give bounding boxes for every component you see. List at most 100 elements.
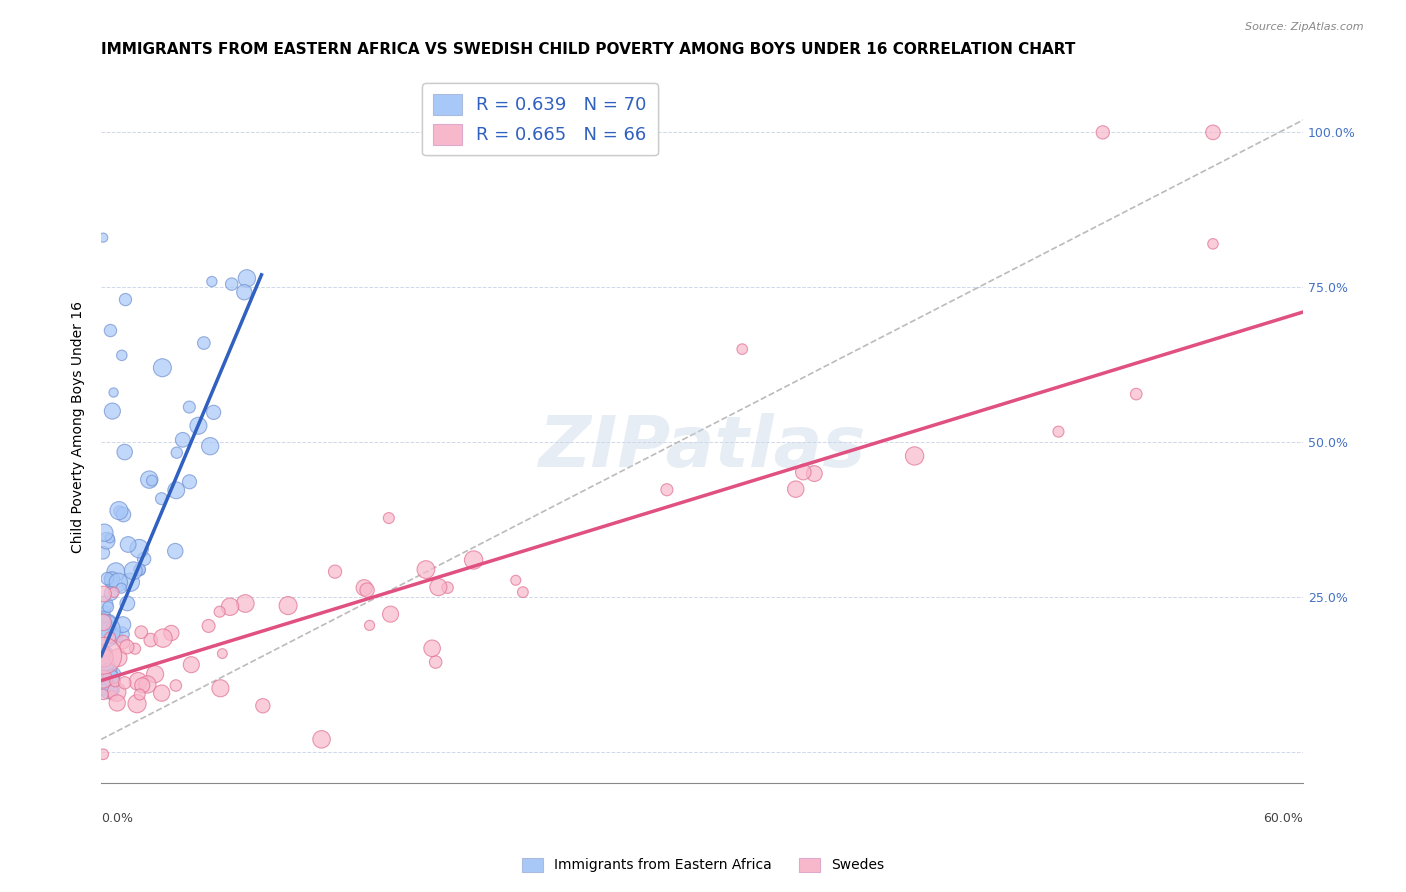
Point <box>111 617 134 632</box>
Point <box>105 696 128 710</box>
Point <box>94 604 117 618</box>
Point <box>420 641 443 656</box>
Point <box>160 626 183 640</box>
Point <box>91 747 114 762</box>
Point <box>180 657 202 672</box>
Point <box>100 324 122 338</box>
Point <box>903 449 925 463</box>
Point <box>105 685 128 699</box>
Point <box>152 631 174 645</box>
Point <box>112 508 135 522</box>
Point <box>117 537 139 551</box>
Point <box>96 533 118 548</box>
Point <box>120 575 142 590</box>
Point <box>139 633 162 648</box>
Point <box>97 682 120 697</box>
Legend: Immigrants from Eastern Africa, Swedes: Immigrants from Eastern Africa, Swedes <box>516 852 890 878</box>
Point <box>236 271 259 285</box>
Point <box>378 511 401 525</box>
Point <box>128 688 150 702</box>
Point <box>91 644 114 658</box>
Point <box>803 467 825 481</box>
Point <box>792 465 814 479</box>
Point <box>91 230 114 244</box>
Point <box>233 597 256 611</box>
Text: IMMIGRANTS FROM EASTERN AFRICA VS SWEDISH CHILD POVERTY AMONG BOYS UNDER 16 CORR: IMMIGRANTS FROM EASTERN AFRICA VS SWEDIS… <box>101 42 1076 57</box>
Point <box>128 541 150 556</box>
Point <box>101 631 124 645</box>
Point <box>96 657 118 671</box>
Point <box>1047 425 1070 439</box>
Point <box>91 624 114 638</box>
Point <box>114 675 136 690</box>
Point <box>100 574 122 589</box>
Point <box>165 544 187 558</box>
Point <box>1125 387 1147 401</box>
Point <box>201 275 224 289</box>
Text: ZIPatlas: ZIPatlas <box>538 413 866 483</box>
Point <box>97 623 120 637</box>
Text: 60.0%: 60.0% <box>1263 812 1303 825</box>
Y-axis label: Child Poverty Among Boys Under 16: Child Poverty Among Boys Under 16 <box>72 301 86 552</box>
Point <box>111 348 134 362</box>
Point <box>138 473 160 487</box>
Point <box>136 677 159 691</box>
Point <box>107 575 129 590</box>
Point <box>91 682 114 697</box>
Point <box>91 615 114 630</box>
Point <box>1202 236 1225 251</box>
Point <box>107 650 129 665</box>
Point <box>193 336 215 351</box>
Point <box>97 600 120 615</box>
Point <box>128 562 150 576</box>
Point <box>101 573 124 587</box>
Point <box>505 574 527 588</box>
Point <box>100 572 122 586</box>
Point <box>101 404 124 418</box>
Point <box>323 565 346 579</box>
Point <box>655 483 678 497</box>
Point <box>209 681 232 696</box>
Point <box>132 552 155 566</box>
Point <box>93 587 115 601</box>
Point <box>100 586 122 600</box>
Text: Source: ZipAtlas.com: Source: ZipAtlas.com <box>1246 22 1364 32</box>
Point <box>141 474 163 488</box>
Point <box>97 615 120 629</box>
Point <box>91 682 114 697</box>
Point <box>380 607 402 622</box>
Point <box>463 553 485 567</box>
Point <box>165 679 187 693</box>
Point <box>187 418 209 433</box>
Point <box>356 583 378 598</box>
Point <box>425 655 447 669</box>
Point <box>179 400 201 414</box>
Point <box>104 565 127 579</box>
Point <box>150 491 173 506</box>
Point <box>114 293 136 307</box>
Point <box>103 585 125 599</box>
Point <box>1091 125 1114 139</box>
Point <box>127 674 149 689</box>
Point <box>252 698 274 713</box>
Point <box>785 482 807 496</box>
Point <box>100 671 122 685</box>
Legend: R = 0.639   N = 70, R = 0.665   N = 66: R = 0.639 N = 70, R = 0.665 N = 66 <box>422 83 658 155</box>
Point <box>117 596 139 610</box>
Point <box>143 667 166 681</box>
Point <box>1202 125 1225 139</box>
Point <box>512 585 534 599</box>
Text: 0.0%: 0.0% <box>101 812 134 825</box>
Point <box>96 572 118 586</box>
Point <box>202 405 225 419</box>
Point <box>94 597 117 611</box>
Point <box>110 627 132 641</box>
Point <box>91 648 114 663</box>
Point <box>114 445 136 459</box>
Point <box>277 599 299 613</box>
Point <box>101 688 124 702</box>
Point <box>150 360 173 375</box>
Point <box>103 385 125 400</box>
Point <box>108 504 131 518</box>
Point <box>150 686 173 700</box>
